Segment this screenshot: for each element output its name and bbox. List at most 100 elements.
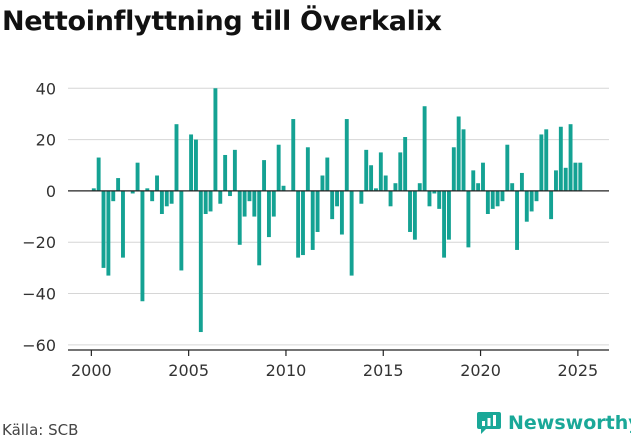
bar: [573, 162, 578, 191]
bar: [325, 157, 330, 191]
bar: [301, 190, 305, 256]
bar: [378, 152, 383, 191]
bar: [539, 134, 544, 191]
x-tick-label: 2020: [460, 361, 501, 380]
newsworthy-logo-icon: [477, 412, 501, 434]
bar: [96, 157, 101, 191]
bar: [568, 124, 573, 191]
bar: [558, 126, 563, 191]
bar: [315, 190, 320, 232]
bar: [456, 116, 461, 191]
bar: [374, 188, 378, 191]
bar: [164, 190, 169, 207]
bar: [208, 190, 213, 212]
bar: [417, 183, 422, 191]
y-tick-label: −60: [22, 336, 56, 355]
brand-name: Newsworthy: [508, 412, 631, 434]
bar: [563, 167, 568, 191]
chart-title: Nettoinflyttning till Överkalix: [2, 6, 442, 37]
y-tick-label: −40: [22, 285, 56, 304]
bar: [213, 88, 218, 191]
bar: [359, 190, 364, 204]
bar: [296, 190, 301, 258]
y-tick-label: 20: [36, 131, 56, 150]
source-note: Källa: SCB: [2, 421, 79, 439]
y-tick-label: 0: [46, 182, 56, 201]
x-tick-label: 2005: [168, 361, 209, 380]
bar: [140, 190, 145, 302]
bar: [388, 190, 393, 207]
bar: [194, 139, 198, 191]
bar: [189, 134, 194, 191]
bar: [578, 162, 583, 191]
bar: [481, 162, 485, 191]
bar: [534, 190, 539, 202]
bar: [320, 175, 325, 191]
bar: [91, 188, 96, 191]
bar: [549, 190, 554, 220]
bar: [198, 190, 203, 333]
bar: [111, 190, 116, 202]
bar: [451, 147, 456, 191]
bar: [422, 106, 427, 191]
x-tick-label: 2015: [363, 361, 404, 380]
bar: [554, 170, 558, 191]
bar: [174, 124, 179, 191]
bar: [398, 152, 403, 191]
bar: [544, 129, 549, 191]
bar: [242, 190, 247, 217]
bar: [237, 190, 242, 245]
x-tick-label: 2000: [71, 361, 112, 380]
y-tick-label: 40: [36, 79, 56, 98]
bar: [510, 183, 515, 191]
bar-series: [91, 88, 583, 333]
bar: [169, 190, 174, 204]
bar: [223, 154, 228, 191]
bar: [485, 190, 490, 214]
bar: [252, 190, 257, 217]
x-axis-tick-labels: 2000 2005 2010 2015 2020 2025: [71, 361, 598, 380]
bar: [203, 190, 208, 214]
y-tick-label: −20: [22, 233, 56, 252]
bar: [427, 190, 432, 207]
bar: [276, 144, 281, 191]
bar: [432, 190, 437, 194]
x-axis-ticks: [90, 350, 579, 356]
x-tick-label: 2025: [558, 361, 599, 380]
x-tick-label: 2010: [266, 361, 307, 380]
bar: [335, 190, 339, 207]
bar: [408, 190, 412, 232]
bar: [505, 144, 510, 191]
bar: [364, 149, 369, 191]
bar: [495, 190, 500, 207]
bar: [500, 190, 505, 202]
bar: [519, 172, 524, 191]
bar: [159, 190, 164, 214]
bar: [106, 190, 111, 276]
y-axis-tick-labels: 40 20 0 −20 −40 −60: [22, 79, 56, 355]
bar: [524, 190, 529, 222]
bar: [232, 149, 237, 191]
bar: [257, 190, 262, 266]
bar: [442, 190, 447, 258]
bar: [466, 190, 471, 248]
brand-logo[interactable]: Newsworthy: [476, 410, 631, 436]
bar: [339, 190, 344, 235]
bar: [121, 190, 125, 258]
bar: [281, 185, 286, 191]
bar: [476, 183, 481, 191]
bar: [446, 190, 451, 240]
bar: [305, 147, 310, 191]
bar: [101, 190, 106, 268]
bar: [262, 160, 267, 191]
bar: [403, 137, 408, 191]
bar: [437, 190, 442, 209]
bar: [310, 190, 315, 250]
bar: [369, 165, 374, 191]
bar: [247, 190, 252, 202]
bar: [515, 190, 519, 250]
bar: [116, 178, 121, 191]
bar: [218, 190, 223, 204]
bar: [155, 175, 159, 191]
